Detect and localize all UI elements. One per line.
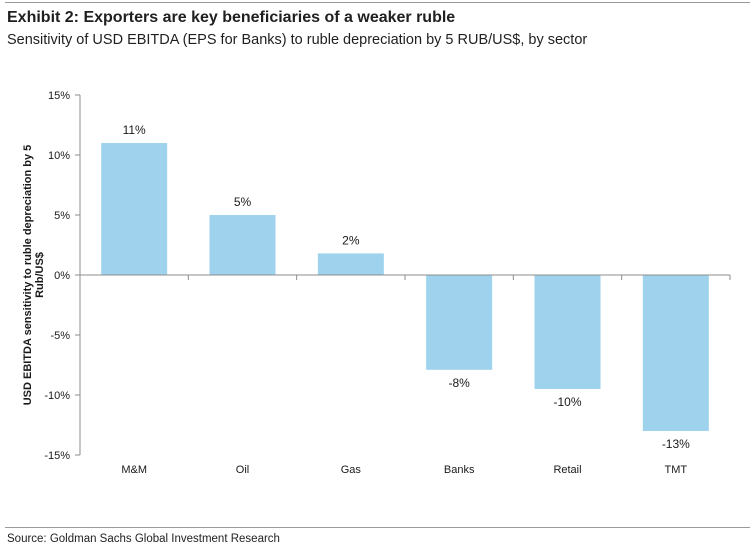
- y-axis: 15% 10% 5% 0% -5% -10% -15%: [44, 90, 81, 462]
- top-rule: [5, 2, 750, 3]
- data-label: -8%: [448, 376, 470, 390]
- y-axis-title: USD EBITDA sensitivity to ruble deprecia…: [22, 145, 46, 406]
- x-axis: [79, 274, 731, 280]
- x-tick-labels: M&M Oil Gas Banks Retail TMT: [121, 464, 687, 476]
- chart-subtitle: Sensitivity of USD EBITDA (EPS for Banks…: [7, 32, 588, 48]
- bars: 11% 5% 2% -8% -10% -13%: [101, 123, 709, 451]
- y-tick-label: -15%: [44, 450, 70, 462]
- y-tick-label: 5%: [54, 210, 70, 222]
- x-tick-label: TMT: [665, 464, 688, 476]
- y-axis-title-line: USD EBITDA sensitivity to ruble deprecia…: [22, 145, 34, 406]
- bar-gas: [317, 253, 384, 275]
- data-label: 2%: [342, 233, 360, 247]
- chart-title: Exhibit 2: Exporters are key beneficiari…: [7, 9, 456, 26]
- bar-m-m: [101, 143, 168, 275]
- bar-tmt: [642, 275, 709, 431]
- x-tick-label: Oil: [236, 464, 249, 476]
- data-label: 11%: [123, 123, 146, 137]
- x-tick-label: Gas: [341, 464, 362, 476]
- y-axis-title-text: USD EBITDA sensitivity to ruble deprecia…: [22, 145, 46, 406]
- y-tick-label: 15%: [48, 90, 70, 102]
- bottom-rule: [5, 527, 750, 528]
- bar-banks: [426, 275, 493, 370]
- bar-oil: [209, 215, 276, 275]
- y-tick-label: -10%: [44, 390, 70, 402]
- data-label: -13%: [662, 437, 690, 451]
- y-tick-label: 0%: [54, 270, 70, 282]
- bar-chart: USD EBITDA sensitivity to ruble deprecia…: [22, 90, 731, 476]
- data-label: -10%: [553, 395, 581, 409]
- y-tick-label: 10%: [48, 150, 70, 162]
- x-tick-label: M&M: [121, 464, 147, 476]
- source-note: Source: Goldman Sachs Global Investment …: [7, 533, 280, 545]
- bar-retail: [534, 275, 601, 389]
- y-tick-label: -5%: [50, 330, 70, 342]
- x-tick-label: Banks: [444, 464, 475, 476]
- y-axis-title-line: Rub/US$: [34, 252, 46, 298]
- data-label: 5%: [234, 195, 252, 209]
- x-tick-label: Retail: [553, 464, 581, 476]
